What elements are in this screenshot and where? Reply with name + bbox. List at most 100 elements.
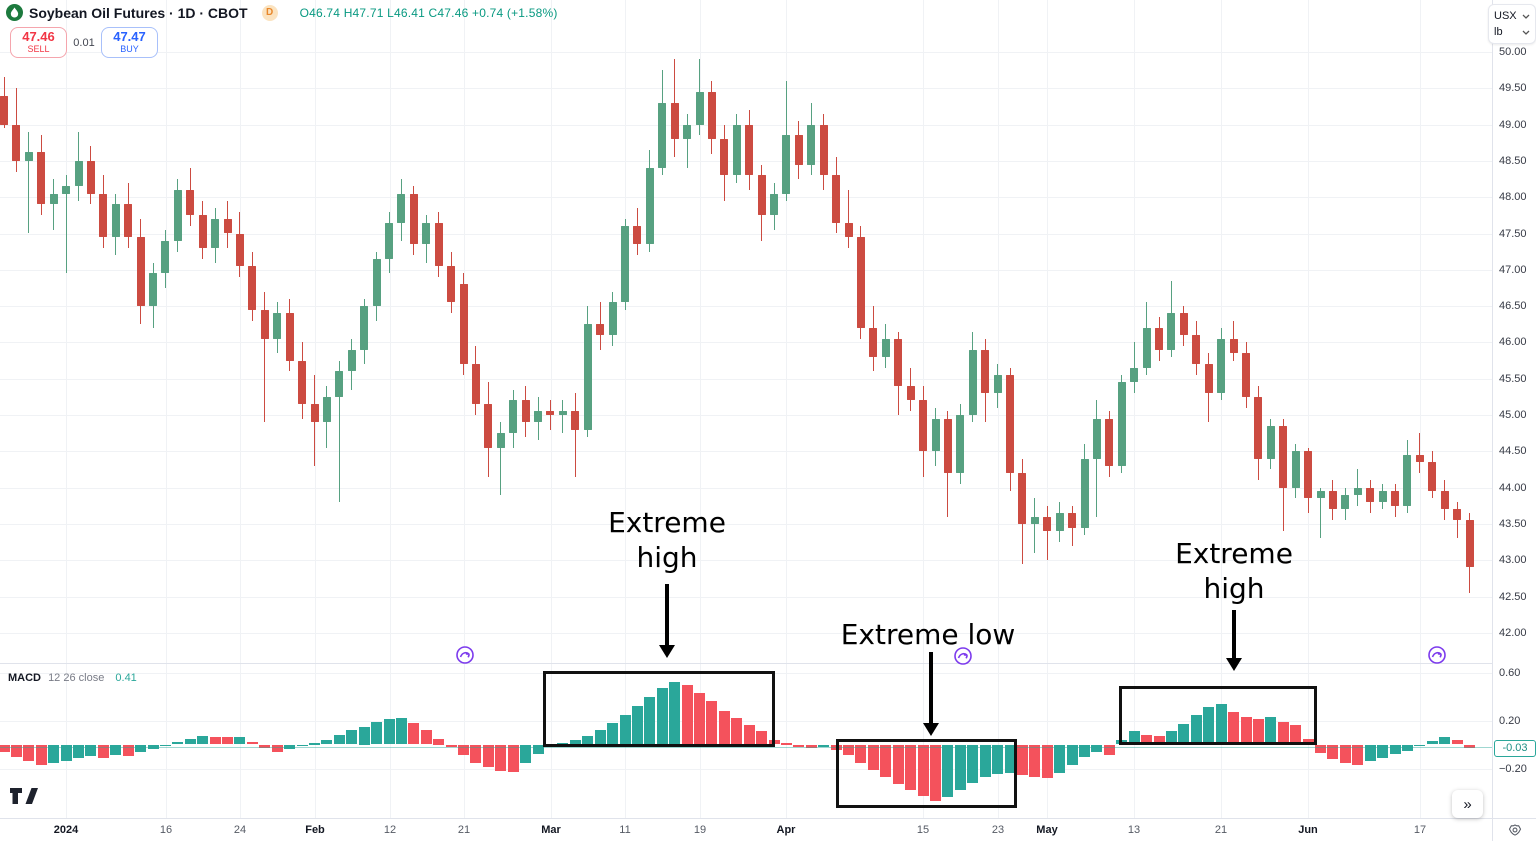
macd-histogram-bar bbox=[1389, 744, 1401, 755]
candle-body bbox=[1403, 454, 1412, 506]
time-scale[interactable]: 2024 16 24 Feb 12 21 Mar 11 19 Apr 15 23 May 13 21 Jun 1… bbox=[0, 818, 1492, 841]
macd-histogram-bar bbox=[930, 744, 941, 801]
gridline bbox=[551, 0, 552, 818]
macd-histogram-bar bbox=[1041, 744, 1053, 779]
candle-body bbox=[509, 400, 518, 434]
gridline bbox=[0, 596, 1492, 598]
macd-histogram-bar bbox=[756, 731, 768, 745]
candle-body bbox=[409, 193, 418, 245]
macd-histogram-bar bbox=[259, 744, 271, 749]
annotation-arrowhead bbox=[659, 645, 675, 658]
candle-body bbox=[1242, 353, 1250, 397]
macd-histogram-bar bbox=[172, 742, 184, 745]
macd-histogram-bar bbox=[358, 726, 370, 745]
candle-body bbox=[583, 324, 592, 430]
macd-histogram-bar bbox=[1377, 744, 1389, 758]
candle-body bbox=[1155, 327, 1164, 350]
macd-histogram-bar bbox=[1352, 744, 1364, 765]
macd-histogram-bar bbox=[718, 710, 730, 745]
macd-histogram-bar bbox=[346, 730, 358, 745]
macd-histogram-bar bbox=[967, 744, 979, 783]
pane-divider[interactable] bbox=[0, 663, 1492, 664]
macd-histogram-bar bbox=[1439, 737, 1451, 745]
candle-body bbox=[1465, 520, 1474, 568]
candle-body bbox=[136, 237, 145, 307]
replay-jump-icon[interactable] bbox=[1428, 646, 1447, 665]
collapse-pane-button[interactable]: » bbox=[1452, 790, 1483, 818]
macd-histogram-bar bbox=[1165, 731, 1177, 745]
unit-dropdown[interactable]: lb bbox=[1494, 24, 1530, 40]
macd-histogram-bar bbox=[445, 744, 457, 747]
price-axis-label: 42.50 bbox=[1499, 590, 1527, 603]
price-axis-label: 50.00 bbox=[1499, 46, 1527, 58]
candle-body bbox=[1192, 335, 1201, 365]
time-axis-label: Mar bbox=[541, 824, 561, 836]
macd-histogram-bar bbox=[507, 744, 519, 772]
candle-body bbox=[298, 360, 307, 405]
candle-body bbox=[1415, 454, 1424, 463]
candle-body bbox=[670, 102, 679, 140]
macd-histogram-bar bbox=[1178, 724, 1190, 745]
macd-histogram-bar bbox=[582, 736, 594, 745]
candle-body bbox=[1266, 425, 1275, 459]
candle-body bbox=[571, 411, 580, 430]
buy-button[interactable]: 47.47 BUY bbox=[101, 27, 158, 58]
candle-body bbox=[74, 160, 83, 187]
sell-button[interactable]: 47.46 SELL bbox=[10, 27, 67, 58]
time-axis-label: 2024 bbox=[53, 824, 79, 836]
candle-body bbox=[111, 204, 120, 238]
macd-histogram-bar bbox=[234, 736, 246, 745]
indicator-params: 12 26 close bbox=[48, 672, 105, 684]
candle-body bbox=[223, 218, 232, 234]
candle-body bbox=[86, 160, 95, 194]
candle-body bbox=[596, 324, 605, 336]
tradingview-logo-icon[interactable] bbox=[9, 786, 41, 810]
macd-histogram-bar bbox=[1066, 744, 1078, 765]
candle-body bbox=[819, 124, 828, 176]
macd-histogram-bar bbox=[1451, 740, 1463, 745]
gridline bbox=[0, 451, 1492, 453]
symbol-logo-icon[interactable] bbox=[6, 4, 23, 21]
macd-histogram-bar bbox=[85, 744, 97, 756]
candle-body bbox=[881, 338, 890, 357]
gridline bbox=[625, 0, 626, 818]
macd-histogram-bar bbox=[333, 734, 345, 745]
macd-last-value-tag: -0.03 bbox=[1494, 739, 1536, 757]
price-axis-label: 48.50 bbox=[1499, 154, 1527, 167]
scale-settings-corner bbox=[1492, 818, 1536, 841]
macd-histogram-bar bbox=[184, 739, 196, 745]
candle-body bbox=[521, 400, 530, 423]
replay-jump-icon[interactable] bbox=[954, 647, 973, 666]
gridline bbox=[0, 768, 1492, 770]
indicator-legend[interactable]: MACD 12 26 close 0.41 bbox=[8, 672, 137, 684]
macd-histogram-bar bbox=[880, 744, 892, 777]
candle-body bbox=[633, 226, 642, 245]
macd-histogram-bar bbox=[1091, 744, 1103, 752]
symbol-title[interactable]: Soybean Oil Futures · 1D · CBOT bbox=[29, 4, 248, 21]
macd-histogram-bar bbox=[296, 744, 308, 747]
gridline bbox=[166, 0, 167, 818]
chart-plot-area[interactable]: Extreme high Extreme low Extreme high bbox=[0, 0, 1492, 818]
candle-wick bbox=[1046, 505, 1048, 561]
replay-jump-icon[interactable] bbox=[456, 646, 475, 665]
candle-body bbox=[1254, 396, 1263, 459]
macd-histogram-bar bbox=[669, 682, 681, 745]
price-axis-label: 45.00 bbox=[1499, 409, 1527, 421]
candle-body bbox=[919, 400, 928, 452]
macd-histogram-bar bbox=[73, 744, 85, 759]
macd-histogram-bar bbox=[246, 742, 258, 745]
delayed-data-badge[interactable]: D bbox=[261, 4, 278, 21]
price-axis-label: 49.50 bbox=[1499, 82, 1527, 95]
gear-icon[interactable] bbox=[1508, 823, 1522, 837]
macd-histogram-bar bbox=[1228, 712, 1240, 745]
price-scale[interactable]: USX lb 50.00 49.50 49.00 48.50 48.00 47.50 47.… bbox=[1488, 0, 1536, 818]
price-axis-label: 47.00 bbox=[1499, 263, 1527, 276]
annotation-text: Extreme high bbox=[608, 506, 726, 574]
candle-wick bbox=[686, 113, 688, 169]
gridline bbox=[0, 378, 1492, 380]
currency-dropdown[interactable]: USX bbox=[1494, 8, 1530, 24]
time-axis-label: 21 bbox=[457, 824, 471, 836]
time-axis-label: May bbox=[1036, 824, 1058, 836]
spread-value: 0.01 bbox=[73, 36, 95, 49]
time-axis-label: 13 bbox=[1127, 824, 1141, 836]
